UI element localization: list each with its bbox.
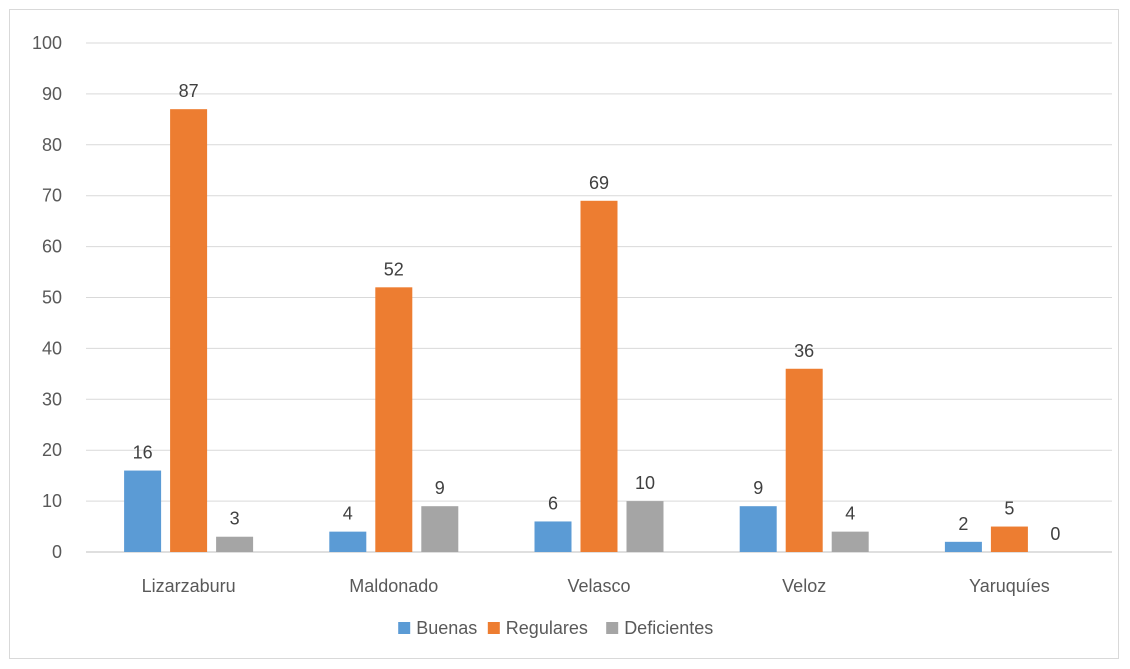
bar-deficientes-1 xyxy=(421,506,459,552)
bar-deficientes-3 xyxy=(831,531,869,552)
y-tick-label: 0 xyxy=(52,542,62,562)
legend-swatch-buenas xyxy=(398,622,411,634)
data-label: 87 xyxy=(179,81,199,101)
y-tick-label: 20 xyxy=(42,440,62,460)
y-tick-label: 90 xyxy=(42,84,62,104)
legend-label: Buenas xyxy=(416,618,477,638)
y-tick-label: 100 xyxy=(32,33,62,53)
bar-buenas-3 xyxy=(739,506,777,552)
data-label: 69 xyxy=(589,173,609,193)
y-tick-label: 80 xyxy=(42,135,62,155)
bar-buenas-4 xyxy=(944,541,982,552)
x-axis: Lizarzaburu Maldonado Velasco Veloz Yaruquíe… xyxy=(142,576,1050,596)
data-label: 9 xyxy=(435,478,445,498)
gridlines xyxy=(86,42,1112,553)
data-labels: 16 87 3 4 52 9 6 69 10 9 36 4 2 5 0 xyxy=(133,81,1061,544)
bar-regulares-2 xyxy=(580,200,618,553)
data-label: 5 xyxy=(1004,499,1014,519)
category-label: Maldonado xyxy=(349,576,438,596)
y-tick-label: 30 xyxy=(42,389,62,409)
y-tick-label: 70 xyxy=(42,186,62,206)
bar-regulares-0 xyxy=(170,109,208,553)
y-axis: 0 10 20 30 40 50 60 70 80 90 100 xyxy=(32,33,62,562)
y-tick-label: 50 xyxy=(42,288,62,308)
data-label: 36 xyxy=(794,341,814,361)
bar-buenas-2 xyxy=(534,521,572,552)
bars xyxy=(124,109,1028,553)
bar-deficientes-2 xyxy=(626,501,664,552)
category-label: Velasco xyxy=(567,576,630,596)
y-tick-label: 40 xyxy=(42,338,62,358)
bar-buenas-1 xyxy=(329,531,367,552)
bar-regulares-3 xyxy=(785,368,823,552)
legend-label: Regulares xyxy=(506,618,588,638)
category-label: Lizarzaburu xyxy=(142,576,236,596)
data-label: 3 xyxy=(230,509,240,529)
category-label: Yaruquíes xyxy=(969,576,1050,596)
category-label: Veloz xyxy=(782,576,826,596)
data-label: 16 xyxy=(133,443,153,463)
data-label: 10 xyxy=(635,473,655,493)
legend: Buenas Regulares Deficientes xyxy=(398,618,713,638)
data-label: 6 xyxy=(548,493,558,513)
bar-regulares-4 xyxy=(990,526,1028,552)
legend-swatch-regulares xyxy=(487,622,500,634)
data-label: 0 xyxy=(1050,524,1060,544)
bar-buenas-0 xyxy=(124,470,162,552)
data-label: 52 xyxy=(384,259,404,279)
data-label: 4 xyxy=(845,504,855,524)
legend-swatch-deficientes xyxy=(606,622,619,634)
y-tick-label: 10 xyxy=(42,491,62,511)
data-label: 2 xyxy=(958,514,968,534)
data-label: 9 xyxy=(753,478,763,498)
legend-label: Deficientes xyxy=(624,618,713,638)
bar-deficientes-0 xyxy=(216,536,254,552)
bar-regulares-1 xyxy=(375,287,413,552)
y-tick-label: 60 xyxy=(42,237,62,257)
data-label: 4 xyxy=(343,504,353,524)
